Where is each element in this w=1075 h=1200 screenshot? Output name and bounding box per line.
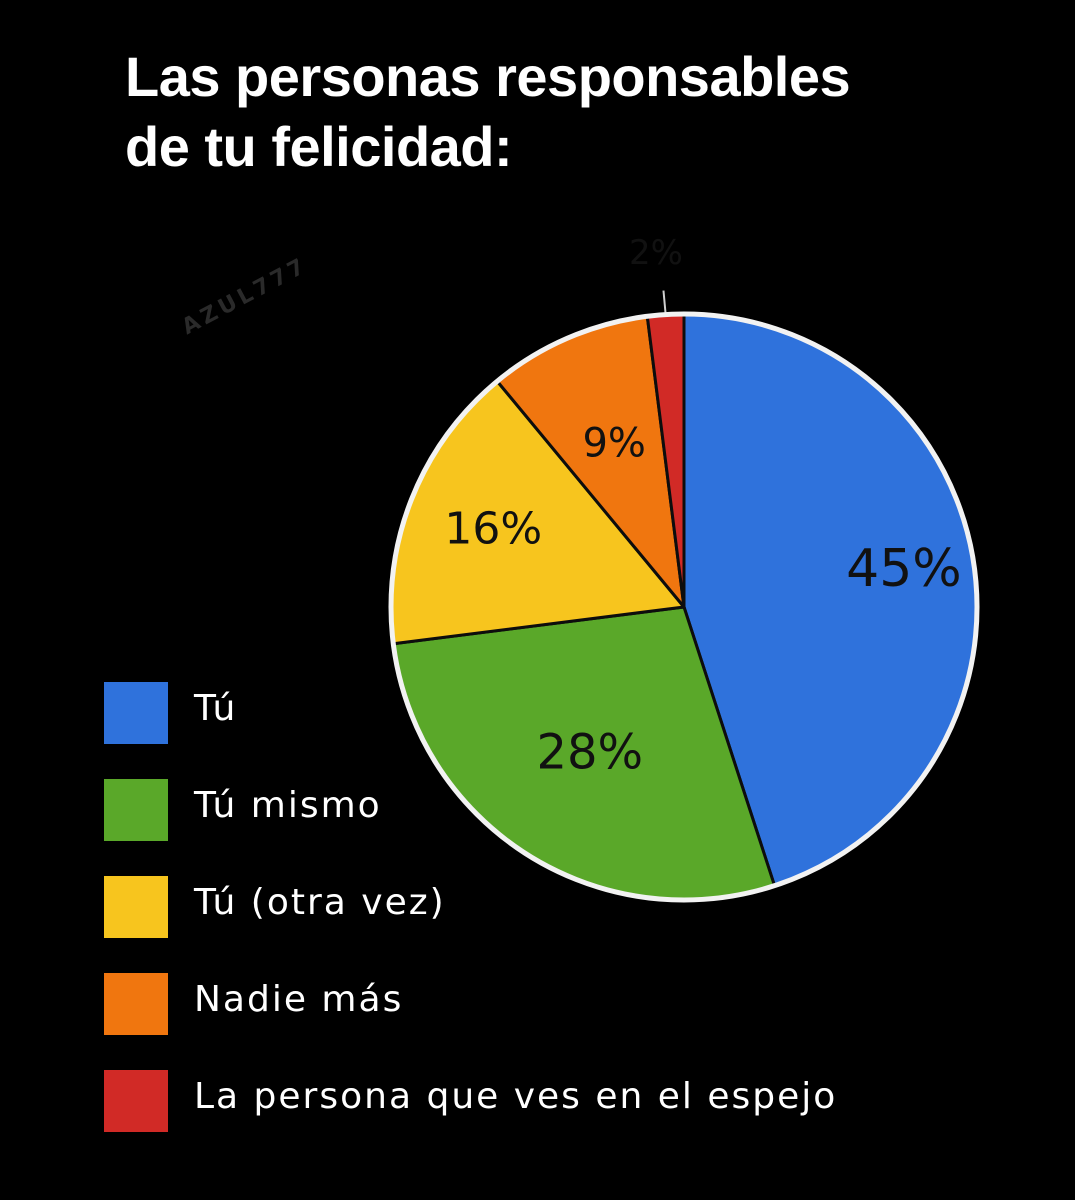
legend-label-nadie-mas: Nadie más: [194, 979, 404, 1020]
legend-swatch-tu-mismo: [104, 779, 168, 841]
slice-leader-line-la-persona-que-ves-en-el-espejo: [662, 290, 667, 313]
chart-title-line-2: de tu felicidad:: [125, 115, 513, 178]
slice-value-label-la-persona-que-ves-en-el-espejo: 2%: [629, 233, 683, 273]
slice-value-label-nadie-mas: 9%: [582, 421, 645, 467]
legend-swatch-espejo: [104, 1070, 168, 1132]
slice-value-label-tu-mismo: 28%: [536, 724, 643, 780]
legend-swatch-nadie-mas: [104, 973, 168, 1035]
legend-label-tu-mismo: Tú mismo: [194, 785, 382, 826]
legend-label-tu-otra-vez: Tú (otra vez): [194, 882, 446, 923]
legend-label-tu: Tú: [194, 688, 238, 729]
chart-title-line-1: Las personas responsables: [125, 45, 851, 108]
chart-title: Las personas responsables de tu felicida…: [125, 42, 1045, 182]
legend-label-espejo: La persona que ves en el espejo: [194, 1076, 838, 1117]
slice-value-label-tu-otra-vez: 16%: [444, 503, 542, 554]
slice-value-label-tu: 45%: [846, 539, 962, 599]
pie-outline: [388, 311, 980, 903]
legend-swatch-tu: [104, 682, 168, 744]
legend-swatch-tu-otra-vez: [104, 876, 168, 938]
